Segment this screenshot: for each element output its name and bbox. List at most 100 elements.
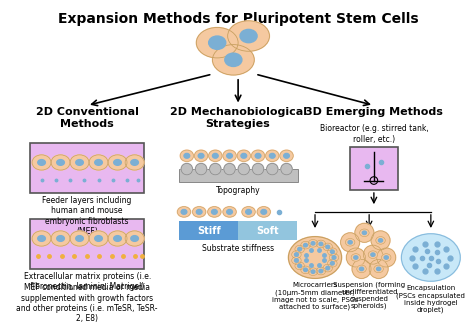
Ellipse shape	[238, 164, 249, 175]
Ellipse shape	[376, 267, 381, 271]
Ellipse shape	[192, 207, 206, 217]
Ellipse shape	[295, 245, 304, 253]
Ellipse shape	[125, 155, 144, 170]
Ellipse shape	[76, 236, 83, 241]
Ellipse shape	[311, 242, 315, 245]
Ellipse shape	[223, 207, 236, 217]
Ellipse shape	[294, 253, 298, 256]
Ellipse shape	[371, 253, 375, 256]
Ellipse shape	[328, 248, 337, 255]
Circle shape	[355, 223, 374, 242]
Ellipse shape	[246, 209, 251, 214]
Ellipse shape	[108, 155, 127, 170]
Ellipse shape	[348, 240, 352, 244]
Bar	[238, 221, 297, 240]
Ellipse shape	[359, 267, 364, 271]
Ellipse shape	[257, 207, 270, 217]
Ellipse shape	[211, 209, 217, 214]
Ellipse shape	[70, 231, 89, 246]
Ellipse shape	[292, 257, 301, 264]
Ellipse shape	[241, 154, 246, 158]
Bar	[179, 169, 298, 182]
Ellipse shape	[360, 229, 369, 236]
Ellipse shape	[384, 256, 388, 259]
Text: Stiff: Stiff	[197, 226, 220, 236]
Ellipse shape	[181, 209, 187, 214]
Ellipse shape	[401, 234, 460, 281]
Ellipse shape	[131, 160, 138, 165]
Text: Bioreactor (e.g. stirred tank,
roller, etc.): Bioreactor (e.g. stirred tank, roller, e…	[319, 125, 428, 144]
Ellipse shape	[224, 164, 235, 175]
Text: MEF conditioned media or media
supplemented with growth factors
and other protei: MEF conditioned media or media supplemen…	[17, 283, 158, 323]
Ellipse shape	[316, 267, 326, 275]
Ellipse shape	[95, 236, 102, 241]
Ellipse shape	[212, 45, 254, 75]
Text: Expansion Methods for Pluripotent Stem Cells: Expansion Methods for Pluripotent Stem C…	[58, 12, 419, 26]
Ellipse shape	[301, 241, 310, 249]
Circle shape	[364, 245, 383, 264]
Circle shape	[346, 248, 365, 267]
Ellipse shape	[51, 231, 70, 246]
Ellipse shape	[227, 209, 232, 214]
Ellipse shape	[95, 160, 102, 165]
Ellipse shape	[196, 28, 238, 58]
Ellipse shape	[266, 164, 278, 175]
Ellipse shape	[177, 207, 191, 217]
Text: Suspension (forming
undifferentiated
suspended
spheroids): Suspension (forming undifferentiated sus…	[333, 281, 405, 309]
Ellipse shape	[269, 154, 275, 158]
Ellipse shape	[330, 250, 334, 253]
Ellipse shape	[368, 251, 378, 258]
Ellipse shape	[357, 265, 366, 273]
Ellipse shape	[304, 268, 308, 271]
Circle shape	[352, 259, 371, 278]
Ellipse shape	[89, 155, 108, 170]
Bar	[350, 147, 398, 190]
Ellipse shape	[362, 231, 366, 234]
Ellipse shape	[32, 155, 51, 170]
Ellipse shape	[194, 150, 208, 162]
Ellipse shape	[227, 154, 232, 158]
Ellipse shape	[125, 231, 144, 246]
Ellipse shape	[354, 256, 358, 259]
Circle shape	[341, 233, 360, 252]
Ellipse shape	[319, 269, 323, 273]
Ellipse shape	[210, 164, 221, 175]
Ellipse shape	[196, 209, 202, 214]
Ellipse shape	[308, 268, 318, 275]
Text: 3D Emerging Methods: 3D Emerging Methods	[305, 107, 443, 117]
Ellipse shape	[376, 236, 385, 244]
Ellipse shape	[283, 154, 290, 158]
Ellipse shape	[32, 231, 51, 246]
Ellipse shape	[295, 262, 304, 270]
Ellipse shape	[304, 243, 308, 247]
Ellipse shape	[330, 262, 334, 265]
Ellipse shape	[328, 259, 337, 267]
Ellipse shape	[237, 150, 250, 162]
Ellipse shape	[308, 239, 318, 247]
Ellipse shape	[212, 154, 218, 158]
Ellipse shape	[298, 264, 301, 268]
Ellipse shape	[251, 150, 264, 162]
Ellipse shape	[281, 164, 292, 175]
Bar	[30, 144, 144, 193]
Ellipse shape	[346, 238, 355, 246]
Text: 2D Mechanobiological
Strategies: 2D Mechanobiological Strategies	[170, 107, 307, 129]
Text: Soft: Soft	[256, 226, 279, 236]
Ellipse shape	[181, 164, 192, 175]
Ellipse shape	[70, 155, 89, 170]
Ellipse shape	[316, 240, 326, 248]
Circle shape	[371, 231, 390, 250]
Ellipse shape	[89, 231, 108, 246]
Ellipse shape	[294, 259, 298, 262]
Ellipse shape	[378, 239, 383, 242]
Ellipse shape	[76, 160, 83, 165]
Ellipse shape	[209, 150, 222, 162]
Circle shape	[369, 259, 388, 278]
Ellipse shape	[298, 247, 301, 251]
Ellipse shape	[323, 243, 332, 251]
Text: Feeder layers including
human and mouse
embryonic fibroblasts
(MEF): Feeder layers including human and mouse …	[43, 196, 132, 236]
Ellipse shape	[209, 36, 226, 49]
Ellipse shape	[38, 236, 46, 241]
Ellipse shape	[265, 150, 279, 162]
Ellipse shape	[57, 160, 64, 165]
